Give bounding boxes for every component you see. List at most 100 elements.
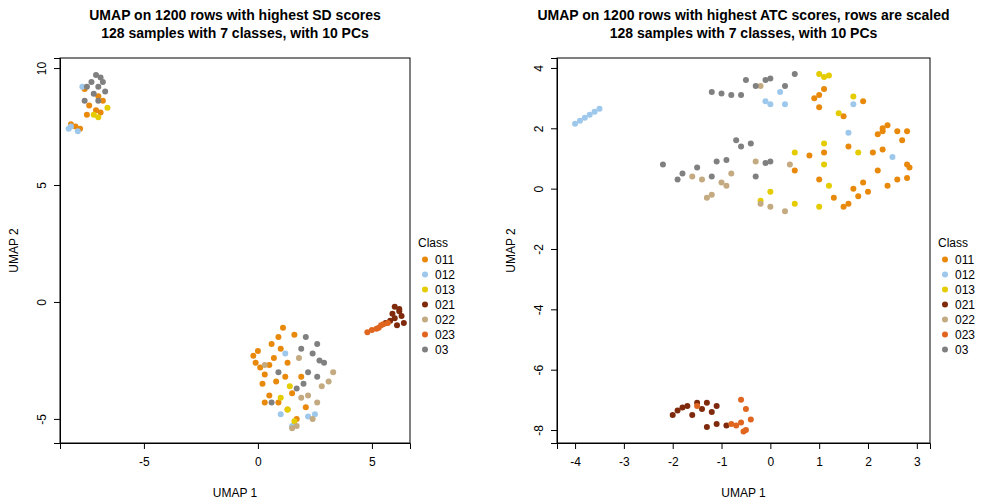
y-tick: 0 [532,185,557,192]
y-tick-label: 0 [532,185,546,192]
y-tick-mark [551,128,557,129]
x-axis-title: UMAP 1 [721,486,766,500]
x-tick-label: -1 [717,455,728,469]
point [259,381,265,387]
point [728,171,734,177]
point [704,424,710,430]
point [894,128,900,134]
point [767,158,773,164]
point [875,168,881,174]
point [298,346,304,352]
point [250,353,256,359]
point [860,180,866,186]
point [396,308,402,314]
point [278,411,284,417]
legend-label: 011 [955,253,974,267]
x-tick-label: 1 [816,455,823,469]
y-tick-label: -4 [532,304,546,315]
point [699,177,705,183]
point [743,77,749,83]
x-tick: -2 [668,443,679,469]
y-tick-label: -8 [532,425,546,436]
point [841,204,847,210]
x-tick: 3 [914,443,921,469]
point [821,140,827,146]
point [303,404,309,410]
x-tick-label: 0 [255,455,262,469]
legend-title: Class [418,236,448,250]
point [319,383,325,389]
point [95,114,101,120]
legend-title: Class [938,236,968,250]
legend-marker [422,287,428,293]
x-tick-label: 0 [768,455,775,469]
y-tick-mark [551,370,557,371]
x-tick-mark [624,443,625,449]
plot-frame [60,58,410,443]
point [298,374,304,380]
x-tick: 0 [255,443,262,469]
y-tick-label: 4 [532,65,546,72]
point [782,101,788,107]
y-tick-mark [551,189,557,190]
title: UMAP on 1200 rows with highest ATC score… [537,7,949,23]
y-tick: 0 [35,299,60,306]
legend-label: 013 [435,283,455,297]
point [709,174,715,180]
point [885,122,891,128]
point [758,201,764,207]
point [704,400,710,406]
point [596,106,602,112]
point [255,348,261,354]
title: UMAP on 1200 rows with highest SD scores [89,7,381,23]
x-tick: 0 [768,443,775,469]
point [262,371,268,377]
point [767,204,773,210]
point [84,112,90,118]
point [850,186,856,192]
point [675,177,681,183]
point [753,158,759,164]
x-tick-mark [575,443,576,449]
point [777,89,783,95]
point [821,149,827,155]
point [811,95,817,101]
point [314,341,320,347]
point [904,175,910,181]
x-tick: 5 [369,443,376,469]
legend-label: 021 [955,298,975,312]
point [294,423,300,429]
plot-frame [557,58,930,443]
point [262,400,268,406]
y-tick-mark [54,302,60,303]
point [282,374,288,380]
subtitle: 128 samples with 7 classes, with 10 PCs [610,25,878,41]
y-tick-mark [551,68,557,69]
point [305,393,311,399]
point [782,83,788,89]
point [850,101,856,107]
legend-marker [422,272,428,278]
legend: Class01101201302102202303 [938,236,975,357]
point [285,360,291,366]
point [291,332,297,338]
x-axis-line [61,444,411,450]
y-tick-mark [54,419,60,420]
point [285,407,291,413]
y-tick-label: 0 [35,299,49,306]
point [104,105,110,111]
legend-marker [942,332,948,338]
point [787,162,793,168]
y-tick-mark [54,68,60,69]
x-tick: -3 [619,443,630,469]
point [694,403,700,409]
point [269,341,275,347]
point [738,143,744,149]
point [82,98,88,104]
point [733,137,739,143]
x-axis-title: UMAP 1 [213,486,258,500]
point [738,419,744,425]
point [294,386,300,392]
legend-label: 021 [435,298,455,312]
point [287,383,293,389]
